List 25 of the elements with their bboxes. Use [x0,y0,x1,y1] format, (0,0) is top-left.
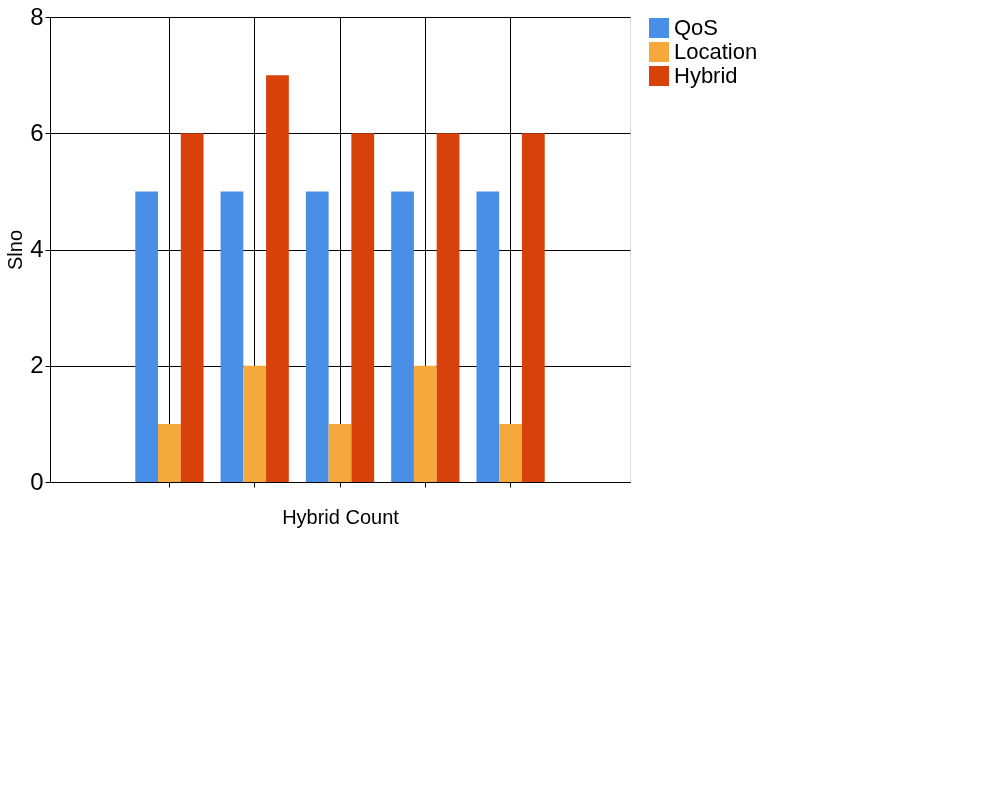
bar [220,191,244,482]
bar [243,365,267,482]
legend-label: QoS [674,15,719,40]
bar [158,423,181,482]
bar [135,191,159,482]
bar [305,191,329,482]
bar [351,133,375,482]
bar [391,191,414,482]
bar [521,133,545,482]
y-tick-label: 2 [30,351,44,379]
bar [413,365,437,482]
legend-label: Hybrid [674,63,738,88]
y-tick-label: 0 [30,467,44,495]
x-axis-title: Hybrid Count [282,506,400,528]
legend-label: Location [674,39,758,64]
bar [499,423,522,482]
y-tick-label: 8 [30,2,44,30]
bar [328,423,352,482]
bar [180,133,204,482]
y-axis-title: Slno [4,229,27,271]
y-tick-label: 6 [30,118,44,146]
bar [266,75,289,482]
bar [436,133,460,482]
y-tick-label: 4 [30,235,44,262]
bar [476,191,500,482]
